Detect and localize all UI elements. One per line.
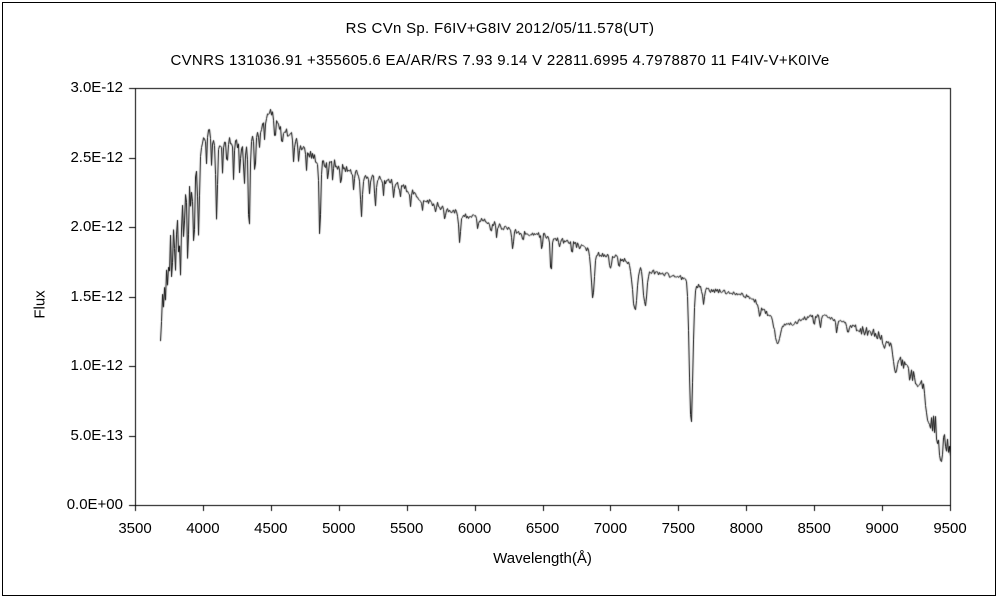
y-tick-label: 1.5E-12	[70, 287, 123, 305]
x-tick-label: 5500	[389, 520, 424, 537]
y-tick-label: 5.0E-13	[70, 426, 123, 444]
y-tick-label: 1.0E-12	[70, 357, 123, 374]
x-tick-label: 6500	[525, 520, 560, 537]
x-tick-label: 7500	[661, 520, 696, 537]
x-tick-label: 4000	[186, 520, 220, 537]
x-tick-label: 9000	[865, 520, 899, 537]
x-tick-label: 8000	[729, 520, 763, 537]
chart-title-line2: CVNRS 131036.91 +355605.6 EA/AR/RS 7.93 …	[170, 52, 830, 69]
x-tick-label: 6000	[457, 520, 492, 537]
chart-title-line1: RS CVn Sp. F6IV+G8IV 2012/05/11.578(UT)	[345, 20, 655, 37]
y-tick-label: 2.5E-12	[70, 148, 123, 166]
y-tick-label: 3.0E-12	[70, 79, 123, 96]
x-tick-label: 9500	[933, 520, 967, 537]
y-tick-label: 2.0E-12	[70, 218, 123, 235]
x-tick-label: 8500	[797, 520, 831, 537]
x-axis-label: Wavelength(Å)	[493, 550, 592, 567]
x-tick-label: 5000	[322, 520, 356, 537]
x-tick-label: 3500	[118, 520, 152, 537]
x-tick-label: 4500	[254, 520, 288, 537]
x-tick-label: 7000	[593, 520, 628, 537]
y-tick-label: 0.0E+00	[66, 496, 123, 513]
